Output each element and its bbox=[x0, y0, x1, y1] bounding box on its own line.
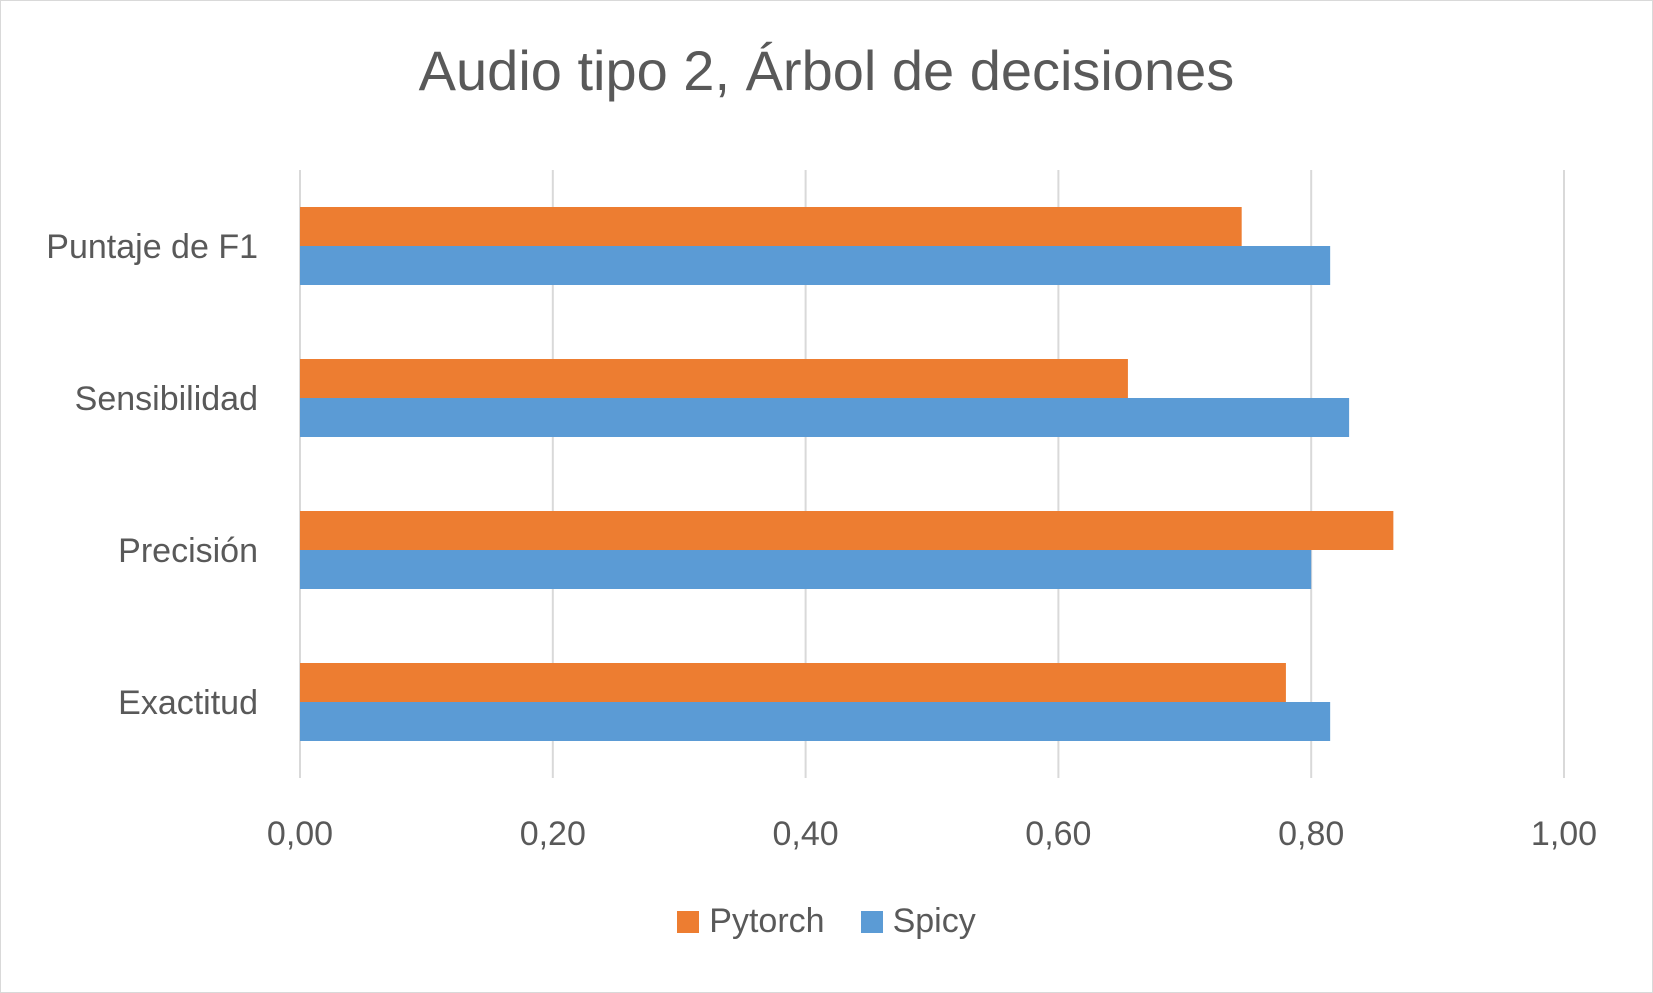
bar-spicy bbox=[300, 246, 1331, 285]
chart-title: Audio tipo 2, Árbol de decisiones bbox=[418, 39, 1235, 102]
bar-spicy bbox=[300, 398, 1350, 437]
legend-swatch-pytorch bbox=[677, 910, 700, 933]
bar-spicy bbox=[300, 550, 1312, 589]
x-tick-label: 0,80 bbox=[1278, 815, 1344, 853]
x-tick-label: 0,00 bbox=[267, 815, 333, 853]
x-tick-label: 0,40 bbox=[773, 815, 839, 853]
legend-item-spicy: Spicy bbox=[860, 902, 976, 941]
y-category-label: Exactitud bbox=[118, 684, 258, 722]
x-tick-label: 1,00 bbox=[1531, 815, 1597, 853]
legend-label-spicy: Spicy bbox=[892, 902, 976, 940]
bar-pytorch bbox=[300, 207, 1242, 246]
y-category-label: Puntaje de F1 bbox=[46, 228, 258, 266]
y-category-label: Sensibilidad bbox=[75, 380, 258, 418]
bar-spicy bbox=[300, 702, 1331, 741]
legend-label-pytorch: Pytorch bbox=[709, 902, 825, 940]
y-category-label: Precisión bbox=[118, 532, 258, 570]
bar-pytorch bbox=[300, 511, 1394, 550]
x-tick-label: 0,60 bbox=[1025, 815, 1091, 853]
x-tick-label: 0,20 bbox=[520, 815, 586, 853]
legend: Pytorch Spicy bbox=[0, 902, 1653, 941]
bar-pytorch bbox=[300, 359, 1128, 398]
legend-swatch-spicy bbox=[860, 910, 883, 933]
legend-item-pytorch: Pytorch bbox=[677, 902, 825, 941]
bar-pytorch bbox=[300, 663, 1286, 702]
